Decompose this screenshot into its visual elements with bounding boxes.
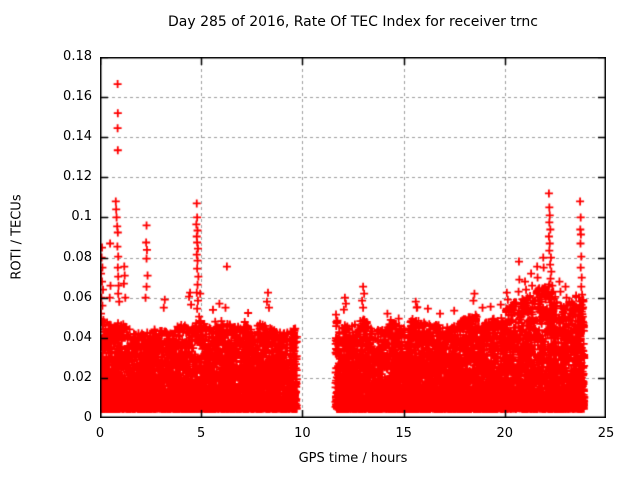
y-tick-label: 0.14 xyxy=(63,129,92,145)
y-tick-label: 0.06 xyxy=(63,289,92,305)
x-tick-label: 10 xyxy=(294,426,311,441)
plot-area xyxy=(100,57,606,418)
y-tick-label: 0.04 xyxy=(63,329,92,345)
x-tick-label: 5 xyxy=(197,426,206,441)
y-tick-label: 0.12 xyxy=(63,169,92,185)
y-tick-label: 0.1 xyxy=(71,209,92,225)
y-tick-label: 0.18 xyxy=(63,49,92,64)
y-tick-label: 0.16 xyxy=(63,89,92,105)
x-tick-labels: 0 5 10 15 20 25 xyxy=(0,426,640,446)
x-tick-label: 25 xyxy=(597,426,615,441)
x-axis-title: GPS time / hours xyxy=(298,451,408,466)
x-tick-label: 15 xyxy=(395,426,412,441)
chart-title: Day 285 of 2016, Rate Of TEC Index for r… xyxy=(168,14,538,30)
y-tick-label: 0.08 xyxy=(63,249,92,265)
y-tick-labels: 0 0.02 0.04 0.06 0.08 0.1 0.12 0.14 0.16 0.18 xyxy=(0,0,92,480)
x-tick-label: 20 xyxy=(496,426,514,441)
y-tick-label: 0.02 xyxy=(63,369,92,385)
scatter-canvas xyxy=(100,57,606,418)
x-tick-label: 0 xyxy=(95,426,105,441)
y-tick-label: 0 xyxy=(83,410,92,425)
